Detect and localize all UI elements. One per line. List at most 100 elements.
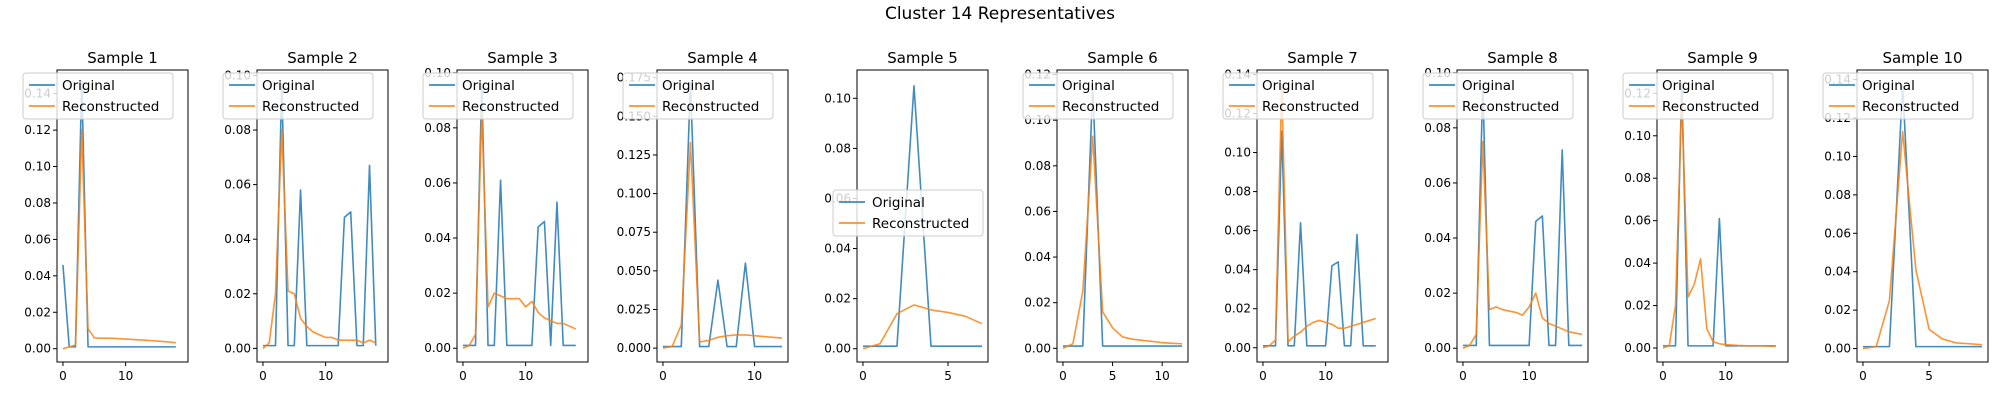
legend-label-reconstructed: Reconstructed: [1462, 99, 1559, 115]
legend-box: [1822, 72, 1974, 120]
legend-box: [622, 72, 774, 120]
series-line-original: [262, 82, 377, 347]
y-tick-label: 0.10: [24, 160, 51, 174]
series-line-original: [1662, 81, 1776, 347]
subplot-title: Sample 4: [687, 49, 758, 67]
x-tick-label: 0: [1459, 369, 1467, 383]
y-tick-label: 0.10: [1624, 129, 1651, 143]
legend-box: [1422, 72, 1574, 120]
legend-label-original: Original: [872, 195, 925, 211]
y-tick-label: 0.02: [224, 287, 251, 301]
x-tick-label: 0: [659, 369, 667, 383]
y-tick-label: 0.02: [824, 292, 851, 306]
series-line-original: [1862, 84, 1983, 348]
legend-label-reconstructed: Reconstructed: [1662, 99, 1759, 115]
x-tick-label: 0: [1059, 369, 1067, 383]
y-tick-label: 0.000: [617, 341, 651, 355]
y-tick-label: 0.00: [1624, 341, 1651, 355]
legend-label-reconstructed: Reconstructed: [62, 99, 159, 115]
subplot-title: Sample 3: [487, 49, 558, 67]
y-tick-label: 0.025: [617, 302, 651, 316]
legend-label-reconstructed: Reconstructed: [1262, 99, 1359, 115]
y-tick-label: 0.04: [824, 242, 851, 256]
subplot-6: Sample 60.000.020.040.060.080.100.120510…: [1022, 49, 1189, 383]
series-line-reconstructed: [1862, 130, 1983, 350]
series-line-original: [1262, 130, 1376, 347]
subplot-title: Sample 8: [1487, 49, 1558, 67]
y-tick-label: 0.04: [1624, 256, 1651, 270]
x-tick-label: 0: [1859, 369, 1867, 383]
y-tick-label: 0.08: [1224, 185, 1251, 199]
subplot-title: Sample 6: [1087, 49, 1158, 67]
legend-label-original: Original: [1862, 78, 1915, 94]
y-tick-label: 0.00: [1424, 341, 1451, 355]
subplot-title: Sample 10: [1882, 49, 1962, 67]
y-tick-label: 0.02: [424, 286, 451, 300]
legend-box: [1622, 72, 1774, 120]
y-tick-label: 0.00: [1824, 342, 1851, 356]
legend-label-reconstructed: Reconstructed: [872, 216, 969, 232]
y-tick-label: 0.08: [824, 141, 851, 155]
y-tick-label: 0.04: [424, 231, 451, 245]
subplot-title: Sample 1: [87, 49, 158, 67]
series-line-original: [1062, 85, 1183, 347]
x-tick-label: 10: [747, 369, 762, 383]
y-tick-label: 0.06: [24, 232, 51, 246]
x-tick-label: 10: [1155, 369, 1170, 383]
subplot-1: Sample 10.000.020.040.060.080.100.120.14…: [22, 49, 189, 383]
y-tick-label: 0.06: [1424, 176, 1451, 190]
subplot-4: Sample 40.0000.0250.0500.0750.1000.1250.…: [617, 49, 789, 383]
x-tick-label: 10: [318, 369, 333, 383]
y-tick-label: 0.08: [1024, 159, 1051, 173]
y-tick-label: 0.06: [424, 176, 451, 190]
y-tick-label: 0.08: [1624, 171, 1651, 185]
legend-label-original: Original: [662, 78, 715, 94]
series-line-reconstructed: [1462, 140, 1583, 349]
subplot-title: Sample 7: [1287, 49, 1358, 67]
legend-box: [1222, 72, 1374, 120]
legend-box: [222, 72, 374, 120]
y-tick-label: 0.06: [1824, 226, 1851, 240]
subplot-title: Sample 2: [287, 49, 358, 67]
legend-box: [422, 72, 574, 120]
series-line-reconstructed: [1062, 135, 1183, 350]
y-tick-label: 0.04: [24, 269, 51, 283]
y-tick-label: 0.00: [424, 341, 451, 355]
series-line-reconstructed: [862, 304, 983, 350]
y-tick-label: 0.04: [1824, 265, 1851, 279]
axes-frame: [1056, 69, 1189, 363]
legend-label-original: Original: [262, 78, 315, 94]
legend-label-original: Original: [1262, 78, 1315, 94]
legend-label-original: Original: [1062, 78, 1115, 94]
x-tick-label: 10: [1521, 369, 1536, 383]
axes-frame: [656, 69, 789, 363]
axes-frame: [1656, 69, 1789, 363]
y-tick-label: 0.00: [824, 342, 851, 356]
y-tick-label: 0.02: [1224, 302, 1251, 316]
y-tick-label: 0.08: [24, 196, 51, 210]
y-tick-label: 0.125: [617, 148, 651, 162]
y-tick-label: 0.08: [424, 121, 451, 135]
series-line-reconstructed: [662, 141, 783, 349]
x-tick-label: 0: [1259, 369, 1267, 383]
legend-label-original: Original: [1662, 78, 1715, 94]
axes-frame: [1256, 69, 1389, 363]
y-tick-label: 0.06: [224, 178, 251, 192]
series-line-original: [462, 82, 576, 347]
x-tick-label: 0: [459, 369, 467, 383]
x-tick-label: 5: [1925, 369, 1933, 383]
legend-box: [22, 72, 174, 120]
subplot-2: Sample 20.000.020.040.060.080.10010Origi…: [222, 49, 389, 383]
y-tick-label: 0.02: [1024, 296, 1051, 310]
x-tick-label: 10: [1318, 369, 1333, 383]
legend-box: [832, 189, 984, 237]
axes-frame: [56, 69, 189, 363]
subplot-3: Sample 30.000.020.040.060.080.10010Origi…: [422, 49, 589, 383]
y-tick-label: 0.02: [1424, 286, 1451, 300]
y-tick-label: 0.06: [1024, 204, 1051, 218]
y-tick-label: 0.075: [617, 225, 651, 239]
axes-frame: [1456, 69, 1589, 363]
y-tick-label: 0.00: [1224, 341, 1251, 355]
y-tick-label: 0.04: [1224, 263, 1251, 277]
